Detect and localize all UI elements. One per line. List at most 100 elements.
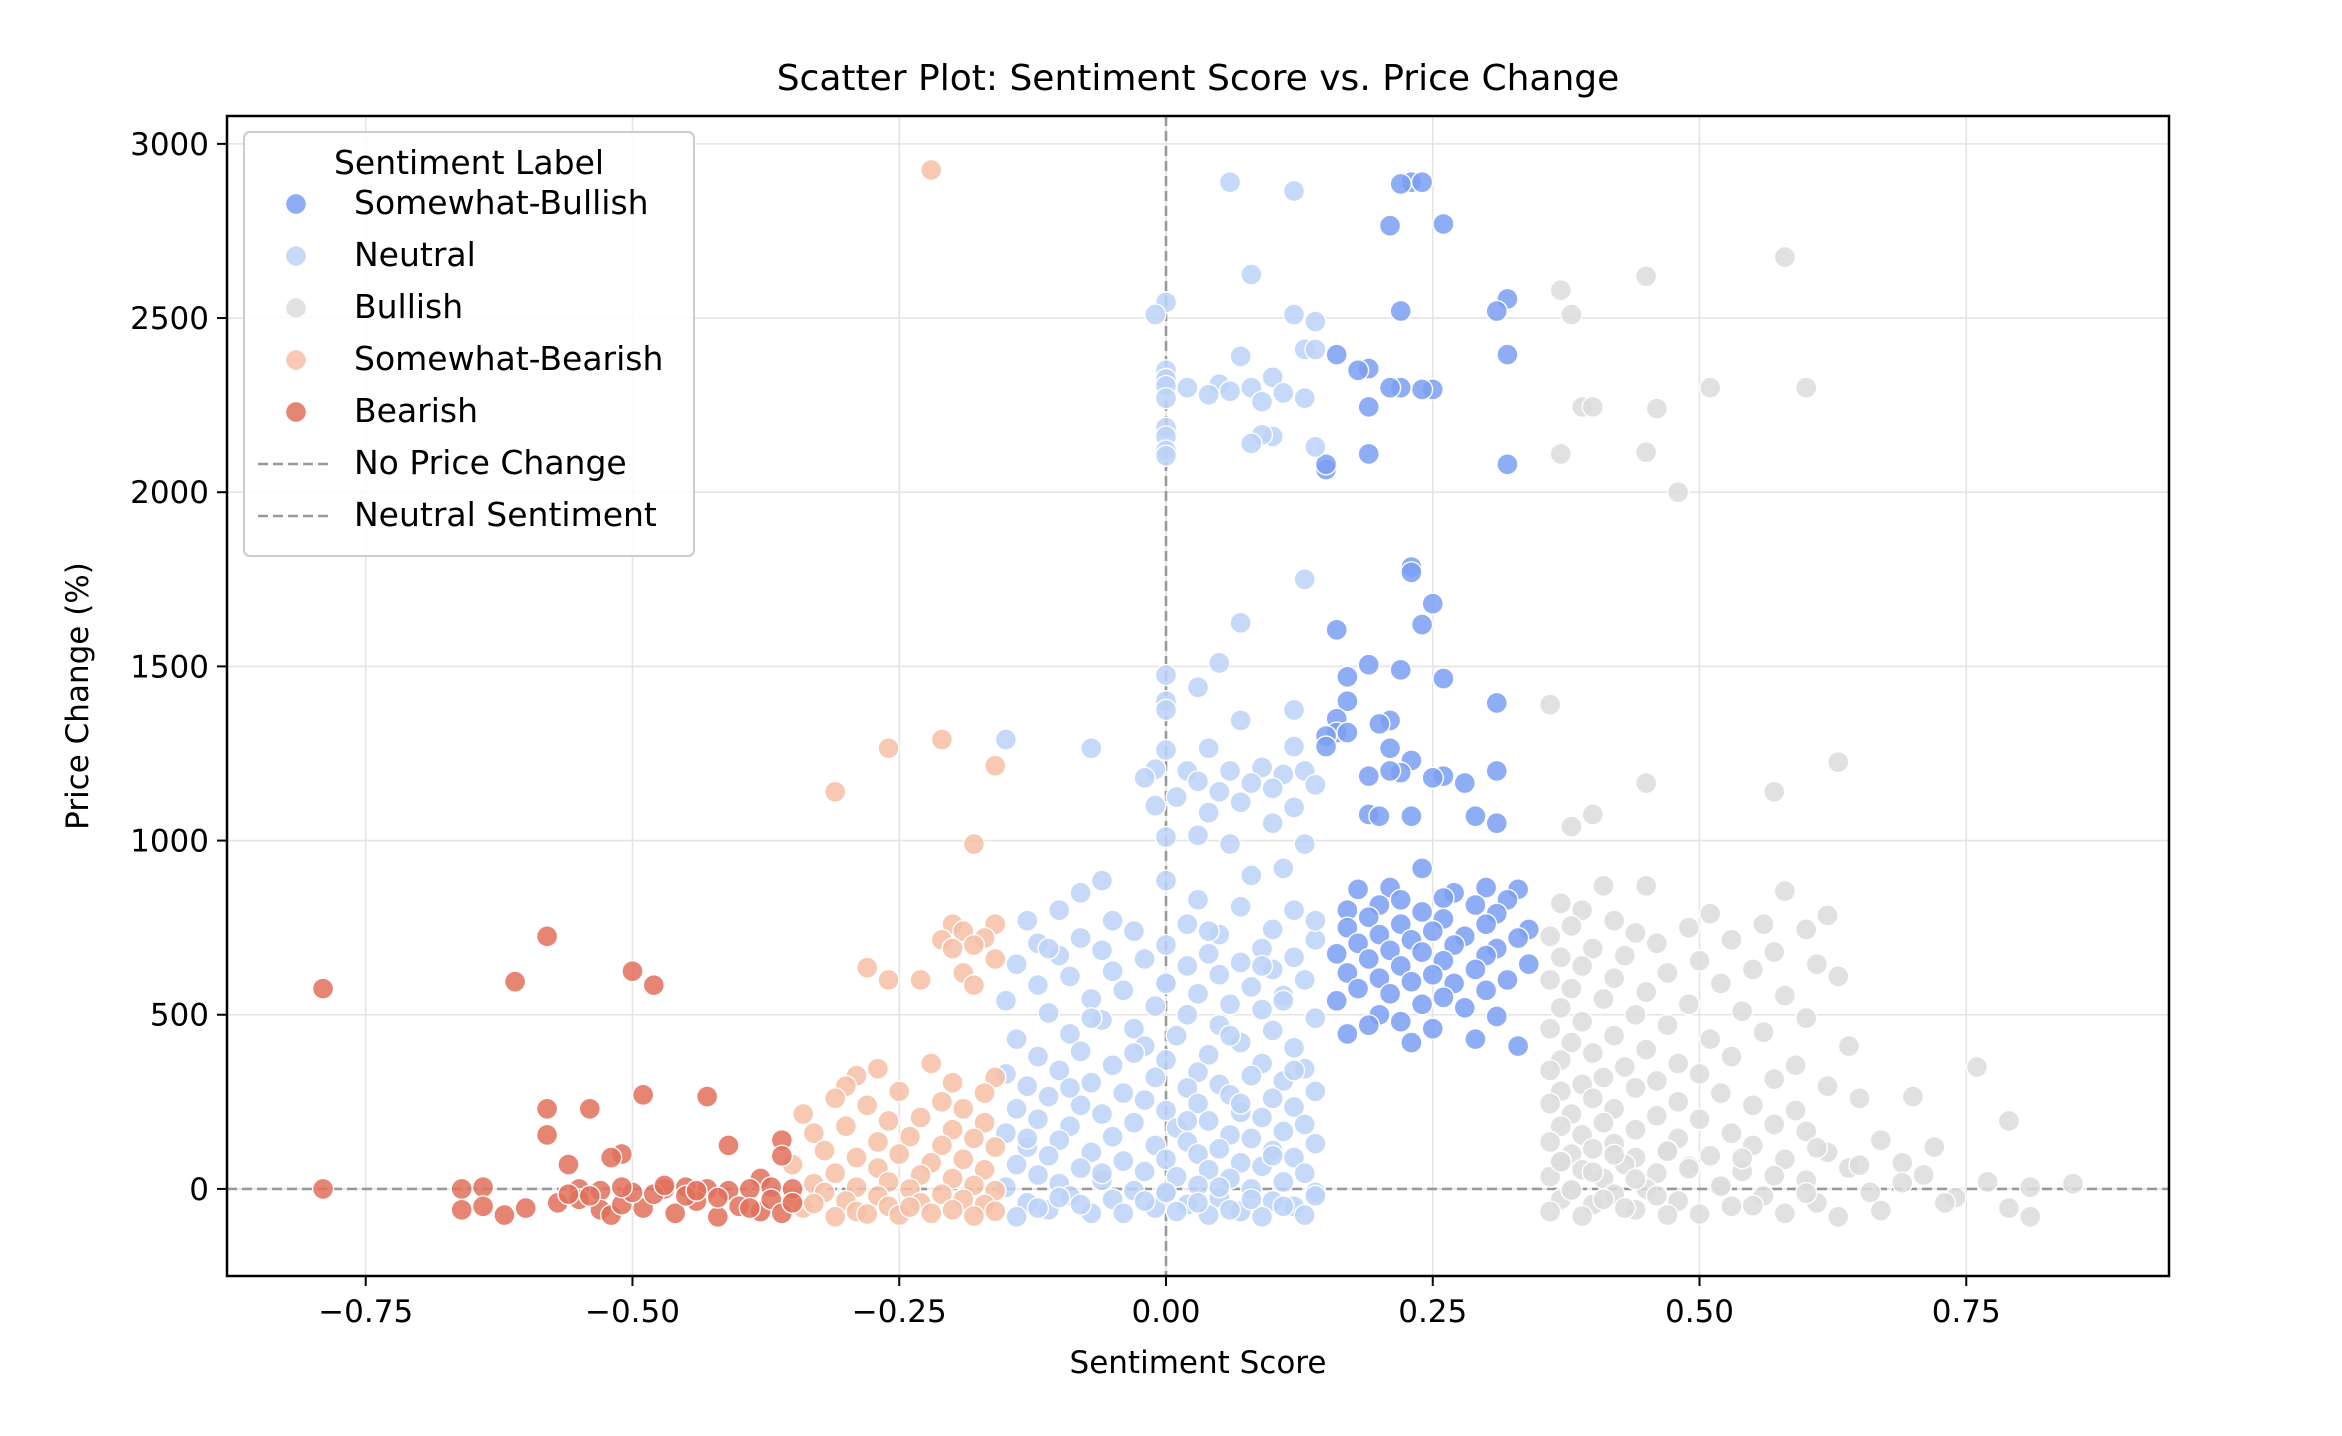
data-point-bullish [1581, 937, 1605, 960]
y-tick-label: 2000 [130, 475, 209, 511]
data-point-neutral [1186, 982, 1210, 1006]
data-point-somewhat-bearish [888, 1142, 911, 1166]
data-point-bullish [1645, 397, 1669, 420]
data-point-somewhat-bearish [941, 1118, 964, 1141]
data-point-somewhat-bullish [1410, 378, 1434, 401]
data-point-neutral [1186, 1061, 1210, 1084]
data-point-bullish [1795, 1120, 1818, 1143]
data-point-somewhat-bullish [1378, 939, 1402, 962]
data-point-bearish [493, 1203, 516, 1227]
data-point-bullish [1762, 1113, 1786, 1136]
data-point-neutral [1240, 771, 1263, 795]
data-point-somewhat-bullish [1506, 1034, 1530, 1058]
data-point-neutral [1026, 1108, 1050, 1131]
data-point-neutral [1261, 1087, 1284, 1110]
data-point-somewhat-bullish [1485, 1005, 1508, 1028]
data-point-neutral [1090, 1162, 1114, 1185]
data-point-bullish [1560, 303, 1583, 326]
data-point-neutral [1048, 1128, 1071, 1152]
data-point-somewhat-bullish [1336, 1022, 1359, 1046]
data-point-neutral [1282, 899, 1306, 922]
data-point-somewhat-bullish [1496, 343, 1519, 366]
data-point-neutral [1133, 1088, 1156, 1112]
data-point-somewhat-bullish [1357, 1013, 1380, 1037]
data-point-somewhat-bullish [1336, 961, 1359, 985]
data-point-somewhat-bearish [941, 1198, 964, 1222]
data-point-somewhat-bullish [1464, 958, 1487, 981]
y-tick-label: 500 [150, 998, 209, 1034]
data-point-bullish [1613, 1055, 1637, 1079]
data-point-somewhat-bullish [1400, 804, 1423, 828]
data-point-somewhat-bearish [984, 1066, 1007, 1089]
data-point-somewhat-bullish [1336, 916, 1359, 939]
data-point-somewhat-bullish [1389, 954, 1412, 978]
data-point-somewhat-bullish [1357, 906, 1380, 929]
data-point-somewhat-bullish [1325, 942, 1348, 965]
data-point-neutral [1229, 951, 1252, 974]
data-point-bearish [450, 1177, 473, 1201]
x-axis-ticks: −0.75 −0.50 −0.25 0.00 0.25 0.50 0.75 [318, 1276, 2001, 1330]
data-point-bullish [1560, 977, 1583, 1000]
data-point-somewhat-bearish [984, 1135, 1007, 1159]
data-point-neutral [1058, 1076, 1082, 1100]
y-tick-label: 2500 [130, 301, 209, 337]
data-point-bearish [578, 1184, 601, 1208]
data-point-bullish [1848, 1087, 1871, 1110]
data-point-neutral [1005, 1097, 1028, 1120]
data-point-somewhat-bullish [1346, 932, 1370, 955]
data-point-somewhat-bullish [1474, 912, 1498, 936]
data-point-somewhat-bullish [1410, 613, 1434, 636]
series-somewhat-bearish [781, 158, 1007, 1228]
data-point-somewhat-bullish [1325, 343, 1348, 366]
data-point-somewhat-bearish [802, 1192, 826, 1215]
data-point-somewhat-bullish [1506, 926, 1530, 950]
data-point-neutral [1250, 1205, 1274, 1228]
data-point-somewhat-bearish [941, 937, 964, 960]
data-point-bullish [1570, 1204, 1594, 1228]
data-point-somewhat-bearish [866, 1057, 890, 1080]
data-point-bullish [1773, 1202, 1797, 1225]
data-point-neutral [1197, 919, 1220, 943]
data-point-neutral [1293, 386, 1316, 410]
data-point-neutral [1261, 1144, 1284, 1168]
data-point-bullish [1624, 1118, 1647, 1141]
data-point-somewhat-bearish [866, 1130, 890, 1154]
data-point-bullish [1762, 1164, 1786, 1187]
data-point-neutral [1272, 857, 1295, 880]
data-point-bullish [1752, 912, 1775, 936]
data-point-somewhat-bullish [1442, 933, 1466, 957]
data-point-neutral [1037, 1001, 1060, 1025]
legend-items: Somewhat-Bullish Neutral Bullish Somewhat-B… [258, 183, 663, 534]
data-point-bullish [1560, 914, 1583, 938]
data-point-neutral [1154, 1099, 1178, 1122]
data-point-neutral [1218, 1198, 1242, 1222]
data-point-neutral [1282, 796, 1306, 819]
data-point-bullish [1773, 984, 1797, 1007]
data-point-somewhat-bullish [1453, 771, 1476, 795]
data-point-bullish [1848, 1154, 1871, 1177]
data-point-somewhat-bullish [1474, 979, 1498, 1002]
data-point-somewhat-bearish [973, 1081, 996, 1105]
data-point-bullish [1634, 980, 1658, 1004]
data-point-somewhat-bearish [984, 1200, 1007, 1223]
data-point-bullish [1624, 1076, 1647, 1100]
data-point-somewhat-bearish [909, 968, 932, 992]
data-point-bullish [1891, 1151, 1914, 1174]
data-point-bullish [1741, 1194, 1765, 1217]
data-point-neutral [1293, 1113, 1316, 1136]
data-point-neutral [1176, 1076, 1199, 1100]
data-point-bearish [311, 1177, 335, 1201]
data-point-neutral [1304, 909, 1327, 932]
data-point-bullish [1720, 928, 1743, 952]
data-point-somewhat-bearish [930, 1182, 954, 1206]
data-point-bearish [471, 1175, 495, 1199]
data-point-neutral [1186, 1142, 1210, 1166]
data-point-neutral [1154, 1048, 1178, 1072]
data-point-bullish [1698, 1027, 1722, 1051]
data-point-neutral [1250, 756, 1274, 779]
data-point-somewhat-bearish [920, 1202, 943, 1225]
data-point-bullish [1827, 1205, 1850, 1228]
data-point-neutral [1154, 738, 1178, 762]
data-point-bullish [1645, 1069, 1669, 1093]
data-point-somewhat-bearish [791, 1102, 815, 1126]
